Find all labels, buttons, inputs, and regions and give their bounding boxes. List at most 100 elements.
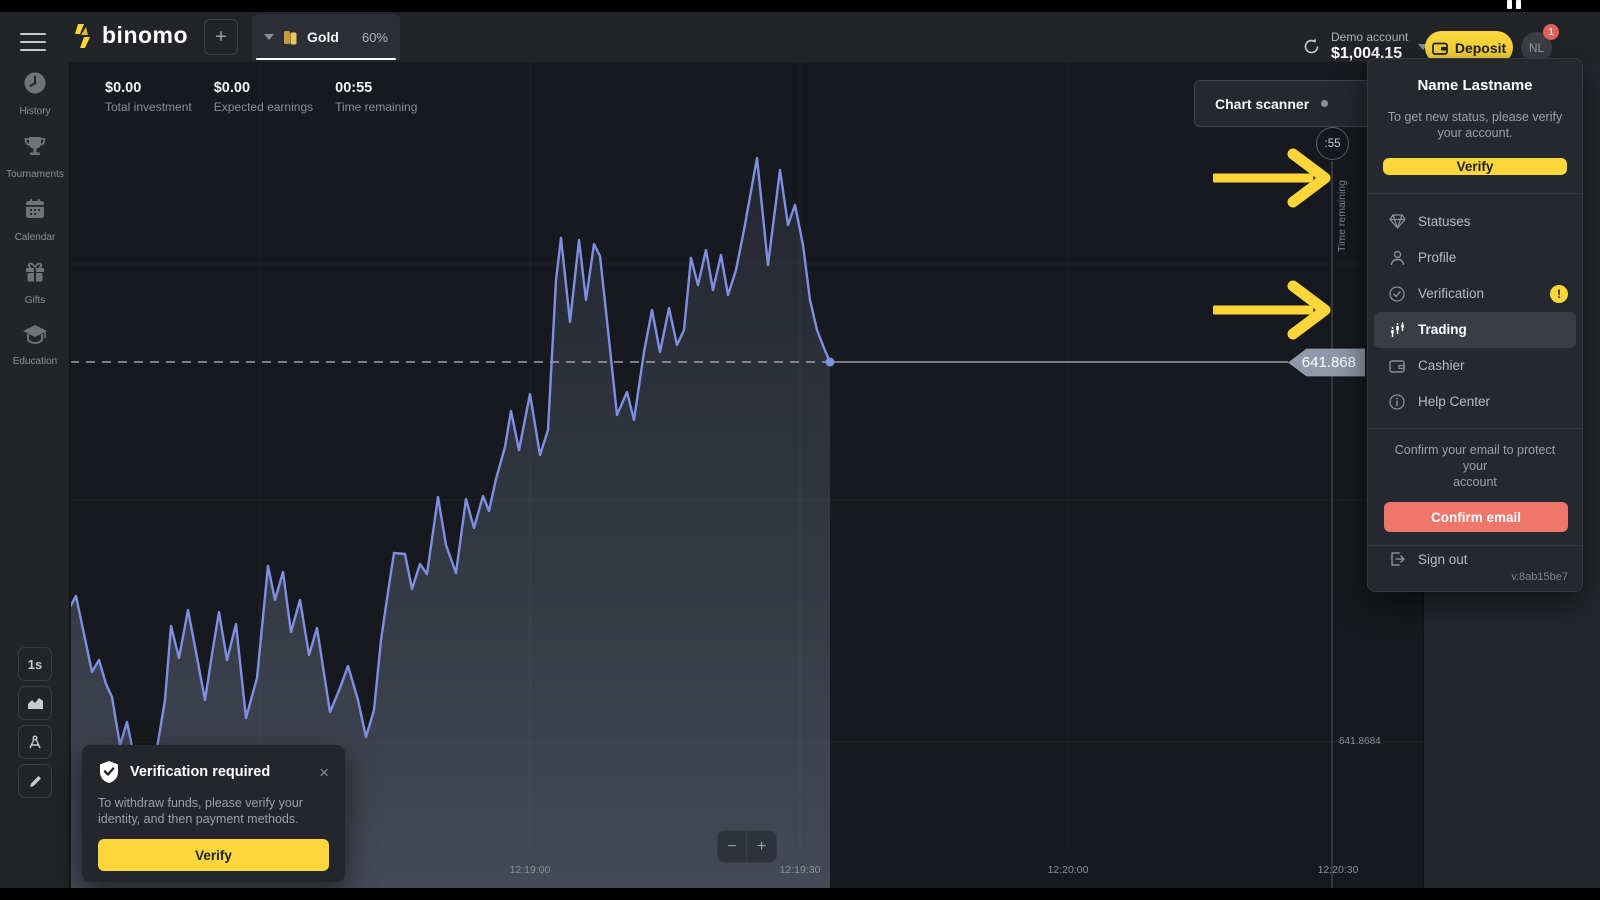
menu-item-label: Help Center — [1418, 394, 1491, 410]
menu-item-label: Verification — [1418, 286, 1485, 302]
wallet-icon — [1431, 42, 1448, 55]
scanner-status-dot — [1321, 100, 1329, 107]
person-icon — [1388, 250, 1406, 266]
sign-out-label: Sign out — [1418, 551, 1468, 567]
confirm-email-button[interactable]: Confirm email — [1384, 502, 1568, 533]
menu-verify-button[interactable]: Verify — [1383, 158, 1567, 176]
popup-title: Verification required — [130, 764, 271, 780]
divider — [1368, 427, 1582, 429]
sidebar-item-calendar[interactable]: Calendar — [0, 188, 70, 243]
menu-item-help-center[interactable]: Help Center — [1368, 384, 1582, 420]
sidebar-item-label: Gifts — [24, 295, 46, 306]
left-sidebar: History Tournaments Calendar Gifts Educa… — [0, 62, 70, 900]
asset-tab-gold[interactable]: Gold 60% — [252, 14, 400, 60]
add-asset-tab-button[interactable]: + — [204, 19, 238, 55]
gold-bars-icon — [284, 30, 297, 44]
timeframe-button[interactable]: 1s — [18, 647, 52, 681]
asset-payout: 60% — [361, 29, 388, 45]
time-tick-label: 12:20:30 — [1317, 864, 1359, 876]
chart-scanner-widget[interactable]: Chart scanner — [1194, 80, 1374, 127]
asset-name: Gold — [307, 29, 339, 45]
sign-out-item[interactable]: Sign out — [1368, 548, 1582, 571]
stat-time-remaining: 00:55 Time remaining — [335, 80, 417, 114]
sidebar-item-label: Education — [12, 356, 58, 367]
refresh-icon[interactable] — [1302, 37, 1321, 56]
pause-icon — [1507, 0, 1512, 9]
notification-badge: 1 — [1543, 24, 1559, 40]
screen-bottom-strip — [0, 888, 1600, 900]
menu-item-label: Cashier — [1418, 358, 1465, 374]
zoom-in-button[interactable]: + — [747, 831, 776, 862]
chart-scanner-label: Chart scanner — [1215, 95, 1310, 112]
sidebar-item-label: History — [19, 106, 51, 117]
tutorial-arrow-verify — [1213, 148, 1331, 208]
zoom-controls: − + — [717, 830, 777, 863]
menu-item-cashier[interactable]: Cashier — [1368, 348, 1582, 384]
area-chart-icon — [27, 698, 43, 709]
account-balance: $1,004.15 — [1331, 45, 1403, 62]
active-tab-underline — [256, 58, 396, 60]
binomo-logo: binomo — [72, 22, 188, 49]
close-icon[interactable]: × — [319, 762, 329, 782]
info-icon — [1388, 394, 1406, 410]
logo-bolt-icon — [75, 23, 90, 48]
timeframe-label: 1s — [27, 656, 43, 672]
sidebar-item-tournaments[interactable]: Tournaments — [0, 125, 70, 180]
stat-value: $0.00 — [213, 80, 251, 96]
time-remaining-axis-label: Time remaining — [1336, 180, 1348, 252]
sidebar-item-history[interactable]: History — [0, 62, 70, 117]
stat-label: Expected earnings — [213, 100, 314, 114]
purchase-timer: :55 — [1316, 127, 1349, 160]
popup-body: To withdraw funds, please verify your id… — [98, 796, 303, 826]
stat-label: Time remaining — [335, 100, 418, 114]
history-icon — [22, 70, 48, 101]
compass-icon — [29, 735, 41, 748]
tutorial-arrow-verification — [1213, 280, 1331, 340]
stat-label: Total investment — [105, 100, 192, 114]
account-type-label: Demo account — [1331, 30, 1409, 44]
divider — [1368, 193, 1582, 194]
trophy-icon — [22, 133, 48, 164]
deposit-label: Deposit — [1454, 39, 1507, 56]
app-version: v.8ab15be7 — [1511, 571, 1568, 583]
account-chevron-down-icon[interactable] — [1418, 43, 1429, 50]
wallet-icon — [1388, 359, 1406, 373]
menu-item-statuses[interactable]: Statuses — [1368, 204, 1582, 240]
confirm-email-hint: Confirm your email to protect your accou… — [1394, 443, 1556, 490]
chevron-down-icon[interactable] — [264, 34, 274, 40]
stat-total-investment: $0.00 Total investment — [105, 80, 192, 114]
price-line — [71, 156, 832, 794]
time-tick-label: 12:20:00 — [1047, 864, 1089, 876]
verification-alert-badge: ! — [1550, 284, 1568, 303]
menu-item-label: Trading — [1418, 322, 1467, 338]
gift-icon — [22, 259, 48, 290]
sidebar-item-education[interactable]: Education — [0, 314, 70, 367]
hamburger-menu-icon[interactable] — [20, 27, 46, 51]
zoom-out-button[interactable]: − — [718, 831, 747, 862]
calendar-icon — [22, 196, 48, 227]
chart-type-button[interactable] — [18, 686, 52, 720]
account-selector[interactable]: Demo account $1,004.15 — [1302, 30, 1429, 63]
gem-icon — [1388, 214, 1406, 229]
sign-out-icon — [1388, 551, 1406, 567]
current-price-dot — [825, 357, 835, 367]
popup-verify-button[interactable]: Verify — [98, 839, 329, 871]
sidebar-item-gifts[interactable]: Gifts — [0, 251, 70, 306]
indicators-button[interactable] — [18, 725, 52, 759]
user-menu: Name Lastname To get new status, please … — [1367, 58, 1583, 592]
pause-icon — [1516, 0, 1521, 9]
current-price-tag: 641.868 — [1288, 348, 1365, 377]
menu-item-trading[interactable]: Trading — [1374, 311, 1576, 348]
chart-canvas[interactable] — [71, 62, 1423, 888]
drawing-button[interactable] — [18, 764, 52, 798]
trade-stats: $0.00 Total investment $0.00 Expected ear… — [105, 80, 417, 114]
screen-top-strip — [0, 0, 1600, 12]
stat-value: 00:55 — [335, 80, 373, 96]
verification-popup: Verification required × To withdraw fund… — [82, 745, 345, 882]
shield-check-icon — [100, 761, 118, 783]
menu-item-verification[interactable]: Verification! — [1368, 276, 1582, 312]
divider — [1368, 545, 1582, 546]
education-icon — [21, 322, 49, 351]
menu-item-profile[interactable]: Profile — [1368, 240, 1582, 276]
area-fill — [71, 158, 830, 888]
